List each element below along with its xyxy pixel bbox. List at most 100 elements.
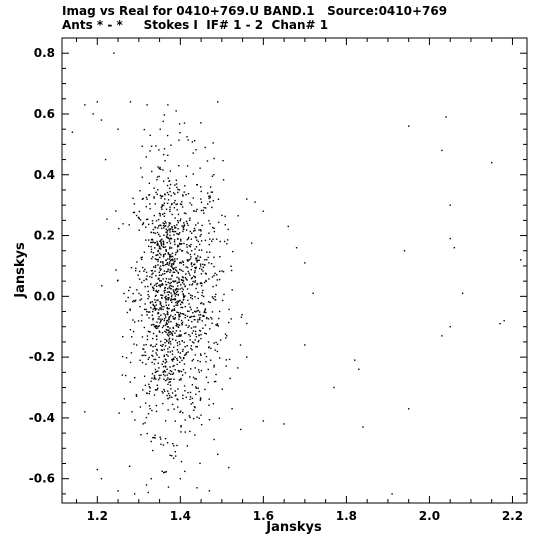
scatter-point [173, 290, 175, 293]
scatter-point [407, 408, 410, 410]
scatter-point [177, 213, 180, 216]
scatter-point [151, 241, 153, 244]
scatter-point [154, 226, 156, 228]
scatter-point [155, 294, 157, 297]
scatter-point [168, 296, 170, 299]
scatter-point [176, 232, 178, 235]
scatter-point [219, 255, 221, 258]
scatter-point [196, 261, 198, 263]
scatter-point [174, 299, 176, 301]
scatter-point [178, 165, 180, 167]
scatter-point [187, 252, 189, 254]
scatter-point [199, 353, 202, 355]
scatter-point [167, 321, 170, 323]
scatter-point [192, 330, 195, 332]
scatter-point [126, 311, 129, 314]
scatter-point [215, 341, 217, 344]
scatter-point [173, 206, 176, 209]
scatter-point [192, 280, 194, 283]
scatter-point [171, 358, 173, 361]
scatter-point [174, 293, 176, 295]
scatter-point [164, 286, 167, 289]
scatter-point [175, 339, 177, 342]
scatter-point [159, 269, 162, 272]
scatter-point [178, 232, 181, 234]
scatter-point [181, 276, 184, 278]
scatter-point [179, 335, 181, 337]
scatter-point [218, 278, 221, 281]
scatter-point [176, 311, 178, 313]
scatter-point [192, 173, 194, 175]
scatter-point [169, 384, 172, 386]
scatter-point [171, 403, 174, 406]
scatter-point [179, 218, 182, 220]
scatter-point [191, 298, 194, 300]
scatter-point [118, 412, 120, 414]
scatter-point [164, 253, 166, 255]
scatter-point [178, 335, 180, 338]
scatter-point [175, 324, 177, 327]
scatter-point [169, 284, 171, 287]
scatter-point [155, 191, 157, 194]
scatter-point [160, 374, 162, 377]
scatter-point [194, 330, 197, 333]
scatter-point [176, 238, 179, 240]
scatter-point [164, 471, 166, 473]
scatter-point [208, 232, 210, 234]
scatter-point [207, 301, 210, 303]
scatter-point [180, 203, 183, 206]
scatter-point [181, 301, 183, 304]
scatter-point [177, 323, 179, 326]
scatter-point [152, 289, 155, 292]
scatter-point [169, 381, 171, 383]
scatter-point [195, 378, 198, 380]
scatter-point [135, 214, 138, 217]
scatter-point [142, 348, 144, 350]
scatter-point [177, 188, 179, 191]
scatter-point [133, 343, 135, 345]
scatter-point [173, 309, 176, 312]
scatter-point [170, 378, 172, 380]
scatter-point [177, 406, 179, 408]
scatter-point [173, 262, 175, 264]
scatter-point [167, 312, 169, 314]
scatter-point [209, 251, 211, 253]
scatter-point [173, 408, 175, 410]
scatter-point [239, 344, 242, 346]
scatter-point [143, 354, 145, 357]
scatter-point [218, 357, 221, 359]
scatter-point [182, 368, 185, 371]
scatter-point [173, 202, 175, 204]
scatter-point [164, 198, 166, 200]
scatter-point [196, 257, 198, 259]
scatter-point [163, 354, 166, 357]
scatter-point [156, 388, 158, 391]
scatter-point [129, 361, 132, 364]
scatter-point [141, 314, 143, 316]
scatter-point [132, 300, 134, 303]
scatter-point [180, 377, 182, 380]
scatter-point [146, 432, 148, 435]
scatter-point [157, 189, 159, 191]
scatter-point [182, 313, 184, 315]
scatter-point [142, 222, 145, 225]
scatter-point [149, 283, 152, 286]
scatter-point [156, 244, 158, 246]
scatter-point [162, 373, 165, 376]
scatter-point [162, 402, 164, 405]
scatter-point [155, 290, 157, 293]
scatter-point [176, 290, 179, 293]
scatter-point [131, 336, 133, 338]
scatter-point [157, 370, 159, 372]
scatter-point [165, 298, 168, 300]
scatter-point [153, 305, 156, 307]
scatter-point [202, 289, 204, 292]
scatter-point [168, 319, 170, 321]
scatter-point [150, 238, 153, 241]
scatter-point [177, 221, 180, 224]
scatter-point [184, 316, 186, 319]
scatter-point [150, 270, 153, 272]
scatter-point [181, 350, 184, 353]
scatter-point [154, 368, 157, 371]
